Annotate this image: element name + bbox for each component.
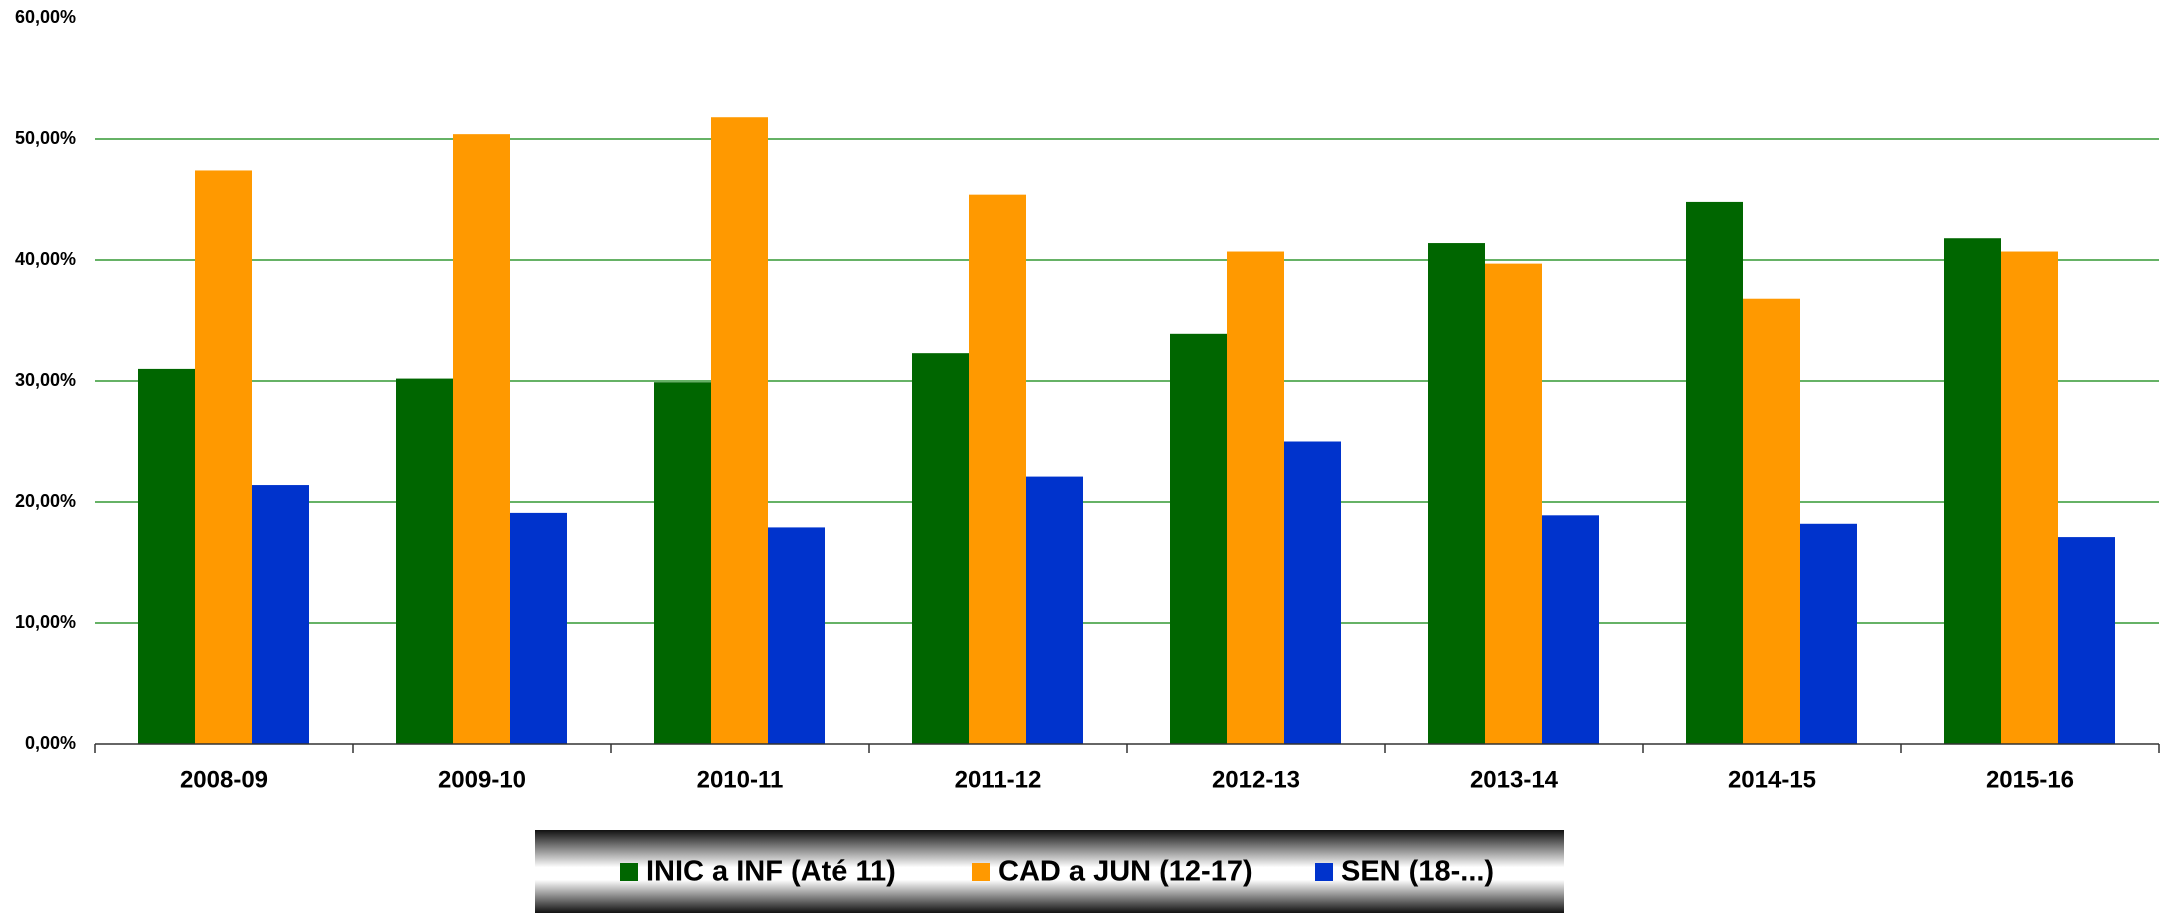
x-tick-label: 2012-13 xyxy=(1212,766,1300,793)
bar xyxy=(711,117,768,745)
bar xyxy=(654,382,711,744)
bar xyxy=(2001,251,2058,744)
bar xyxy=(453,134,510,744)
y-tick-label: 60,00% xyxy=(15,7,76,27)
y-tick-label: 10,00% xyxy=(15,612,76,632)
bar xyxy=(1800,523,1857,744)
legend-label: SEN (18-...) xyxy=(1341,856,1494,888)
legend-swatch xyxy=(1315,863,1333,881)
x-tick-label: 2011-12 xyxy=(955,766,1042,793)
bar xyxy=(1542,515,1599,744)
y-tick-label: 30,00% xyxy=(15,370,76,390)
legend-box xyxy=(535,830,1564,913)
legend-swatch xyxy=(972,863,990,881)
bar xyxy=(1686,201,1743,745)
x-tick-label: 2008-09 xyxy=(180,766,268,793)
x-tick-label: 2015-16 xyxy=(1986,766,2074,793)
bar xyxy=(1485,263,1542,744)
bar xyxy=(1284,441,1341,744)
bar xyxy=(1026,476,1083,744)
bar xyxy=(1170,333,1227,744)
bar xyxy=(138,368,195,744)
bar xyxy=(2058,537,2115,744)
x-tick-label: 2014-15 xyxy=(1728,766,1816,793)
bar xyxy=(1743,298,1800,744)
x-tick-label: 2013-14 xyxy=(1470,766,1559,793)
bar xyxy=(195,170,252,744)
y-tick-label: 40,00% xyxy=(15,249,76,269)
legend-label: CAD a JUN (12-17) xyxy=(998,856,1253,888)
bar xyxy=(252,485,309,744)
y-tick-label: 50,00% xyxy=(15,128,76,148)
legend-swatch xyxy=(620,863,638,881)
bar xyxy=(969,194,1026,744)
x-tick-label: 2010-11 xyxy=(697,766,784,793)
bar xyxy=(1944,238,2001,744)
x-tick-label: 2009-10 xyxy=(438,766,526,793)
bar xyxy=(510,512,567,744)
bar xyxy=(768,527,825,744)
bar xyxy=(912,353,969,744)
bar xyxy=(396,378,453,744)
y-tick-label: 0,00% xyxy=(25,733,76,753)
y-tick-label: 20,00% xyxy=(15,491,76,511)
bar xyxy=(1428,243,1485,744)
legend-label: INIC a INF (Até 11) xyxy=(646,856,896,888)
bar xyxy=(1227,251,1284,744)
